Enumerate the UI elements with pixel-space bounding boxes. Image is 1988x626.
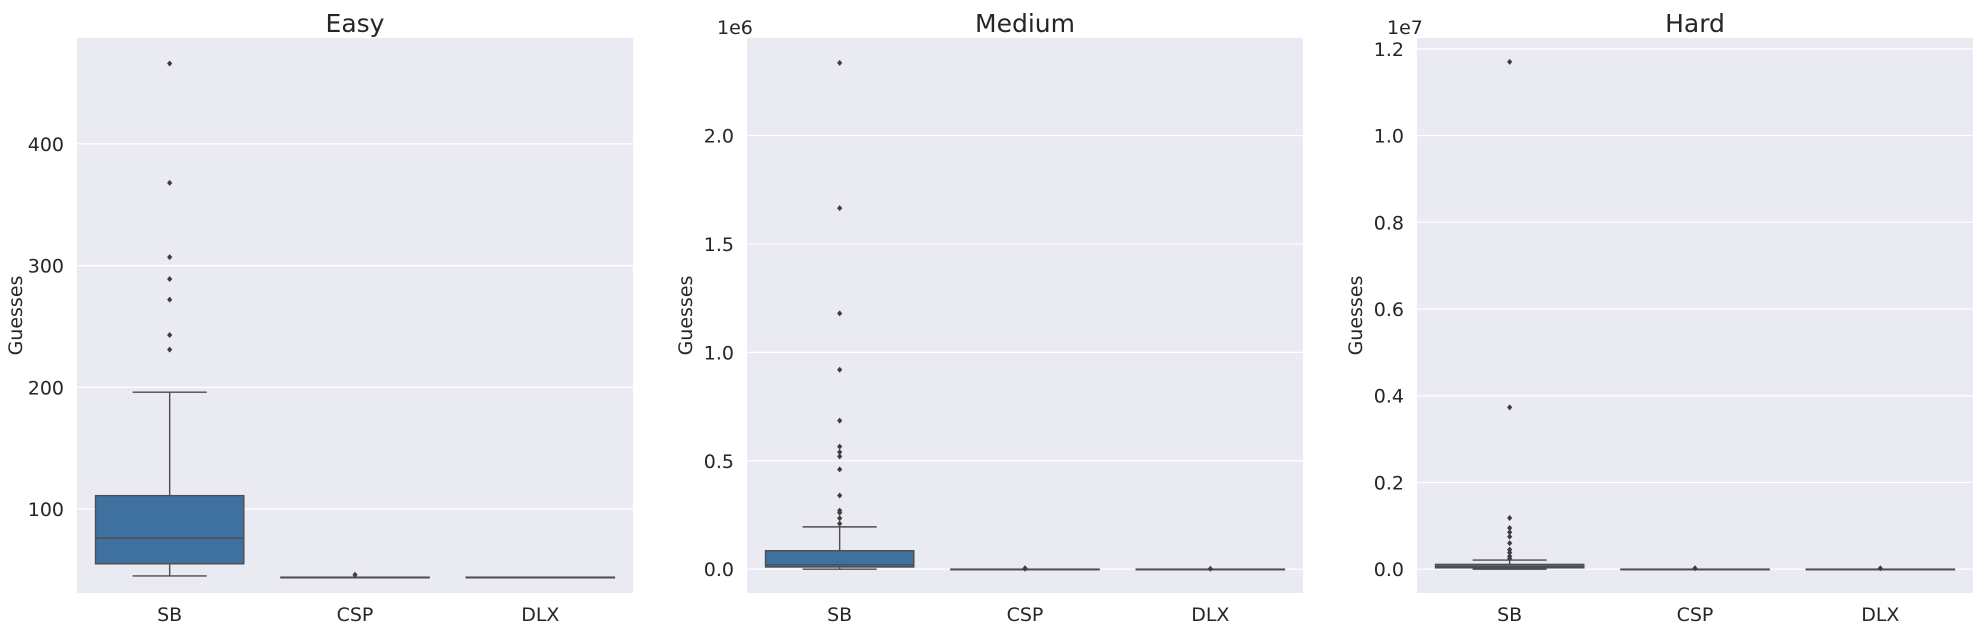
y-tick-label: 1.0 <box>704 342 734 364</box>
chart-panel-medium: 0.0 0.5 1.0 1.5 2.0 SB CSP DLX Medium Guesses 1e6 <box>675 9 1303 626</box>
outlier-point <box>837 492 843 499</box>
plot-area <box>1417 38 1973 593</box>
outlier-point <box>837 466 843 473</box>
outlier-point <box>167 275 173 282</box>
chart-panel-easy: 100 200 300 400 SB CSP DLX Easy Guesses <box>5 9 633 626</box>
outlier-point <box>1507 514 1513 521</box>
y-tick-label: 0.2 <box>1374 472 1404 494</box>
axis-offset-label: 1e6 <box>717 17 753 39</box>
y-tick-label: 0.0 <box>1374 559 1404 581</box>
y-tick-label: 100 <box>28 499 64 521</box>
x-tick-label: SB <box>827 604 852 626</box>
y-tick-label: 0.6 <box>1374 299 1404 321</box>
y-tick-label: 1.0 <box>1374 126 1404 148</box>
outlier-point <box>837 507 843 514</box>
x-tick-label: CSP <box>1007 604 1044 626</box>
outlier-point <box>1507 529 1513 536</box>
outlier-point <box>837 366 843 373</box>
axis-offset-label: 1e7 <box>1387 17 1423 39</box>
outlier-point <box>1207 565 1213 572</box>
outlier-point <box>1507 549 1513 556</box>
y-tick-label: 400 <box>28 134 64 156</box>
chart-panel-hard: 0.0 0.2 0.4 0.6 0.8 1.0 1.2 SB CSP DLX Hard Guesses… <box>1345 9 1973 626</box>
x-tick-label: DLX <box>1861 604 1899 626</box>
x-tick-label: CSP <box>1677 604 1714 626</box>
y-tick-label: 1.5 <box>704 234 734 256</box>
y-axis-label: Guesses <box>675 276 697 356</box>
y-tick-label: 0.5 <box>704 451 734 473</box>
outlier-point <box>1877 565 1883 572</box>
outlier-point <box>167 179 173 186</box>
y-axis-label: Guesses <box>5 276 27 356</box>
outlier-point <box>1507 58 1513 65</box>
x-tick-label: CSP <box>337 604 374 626</box>
x-tick-label: DLX <box>1191 604 1229 626</box>
y-tick-label: 200 <box>28 377 64 399</box>
chart-title: Easy <box>326 9 385 38</box>
y-tick-label: 1.2 <box>1374 39 1404 61</box>
x-tick-label: SB <box>1497 604 1522 626</box>
y-axis-label: Guesses <box>1345 276 1367 356</box>
outlier-point <box>167 346 173 353</box>
outlier-point <box>167 331 173 338</box>
outlier-point <box>1022 565 1028 572</box>
y-tick-label: 0.8 <box>1374 212 1404 234</box>
outlier-point <box>837 449 843 456</box>
outlier-point <box>1507 546 1513 553</box>
outlier-point <box>837 520 843 527</box>
x-tick-label: SB <box>157 604 182 626</box>
y-tick-label: 300 <box>28 256 64 278</box>
outlier-point <box>837 59 843 66</box>
outlier-point <box>1507 404 1513 411</box>
plot-area <box>747 38 1303 593</box>
outlier-point <box>837 310 843 317</box>
chart-title: Hard <box>1665 9 1725 38</box>
outlier-point <box>837 205 843 212</box>
outlier-point <box>837 515 843 522</box>
outlier-point <box>837 453 843 460</box>
outlier-point <box>837 443 843 450</box>
outlier-point <box>837 417 843 424</box>
y-tick-label: 0.4 <box>1374 386 1404 408</box>
outlier-point <box>1507 524 1513 531</box>
outlier-point <box>167 254 173 261</box>
y-tick-label: 2.0 <box>704 126 734 148</box>
x-tick-label: DLX <box>521 604 559 626</box>
outlier-point <box>352 571 358 578</box>
outlier-point <box>1507 540 1513 547</box>
outlier-point <box>1507 533 1513 540</box>
box-sb <box>94 494 245 565</box>
outlier-point <box>167 60 173 67</box>
chart-title: Medium <box>975 9 1075 38</box>
y-tick-label: 0.0 <box>704 559 734 581</box>
outlier-point <box>167 296 173 303</box>
box-sb <box>764 550 915 568</box>
outlier-point <box>1507 553 1513 560</box>
outlier-point <box>1692 565 1698 572</box>
